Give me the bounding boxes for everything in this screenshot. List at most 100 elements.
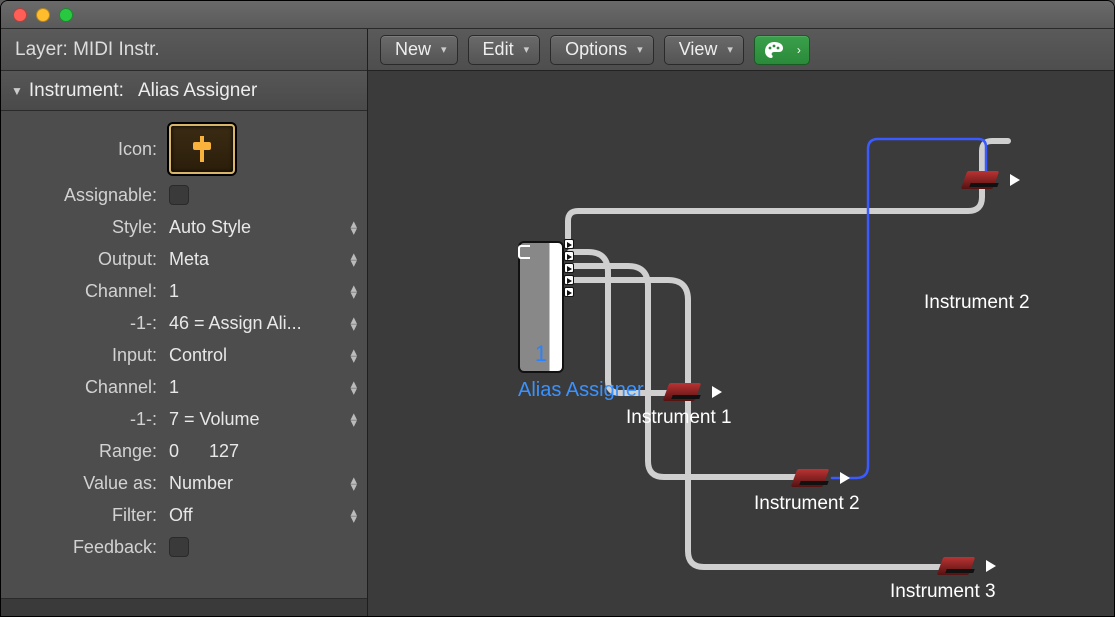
in-neg1-select[interactable]: 7 = Volume ▴▾ [163,403,363,435]
out-neg1-value: 46 = Assign Ali... [169,313,302,334]
out-channel-select[interactable]: 1 ▴▾ [163,275,363,307]
stepper-icon: ▴▾ [350,252,357,266]
options-menu[interactable]: Options ▾ [550,35,654,65]
node-instrument-2-top[interactable]: Instrument 2 [964,171,1020,189]
row-in-channel: Channel: 1 ▴▾ [1,371,363,403]
object-name[interactable]: Alias Assigner [138,80,257,102]
row-input: Input: Control ▴▾ [1,339,363,371]
new-menu[interactable]: New ▾ [380,35,458,65]
toolbar: New ▾ Edit ▾ Options ▾ View ▾ [368,29,1114,71]
node-instrument-1[interactable]: Instrument 1 [666,383,732,429]
layer-value: MIDI Instr. [73,39,160,61]
play-icon [840,472,850,484]
row-range: Range: 0 127 [1,435,363,467]
object-section-header[interactable]: ▼ Instrument: Alias Assigner [1,71,367,111]
inspector-scrollbar[interactable] [1,598,367,616]
disclosure-triangle-icon[interactable]: ▼ [11,84,23,98]
row-in-neg1: -1-: 7 = Volume ▴▾ [1,403,363,435]
content: Layer: MIDI Instr. ▼ Instrument: Alias A… [1,29,1114,616]
value-as-label: Value as: [1,473,163,494]
palette-icon [763,40,785,60]
input-label: Input: [1,345,163,366]
row-value-as: Value as: Number ▴▾ [1,467,363,499]
input-value: Control [169,345,227,366]
edit-label: Edit [483,39,514,60]
instrument-icon [794,469,826,487]
in-channel-label: Channel: [1,377,163,398]
stepper-icon: ▴▾ [350,508,357,522]
output-label: Output: [1,249,163,270]
inspector-panel: Layer: MIDI Instr. ▼ Instrument: Alias A… [1,29,368,616]
assigner-body[interactable]: 1 [518,241,564,373]
environment-window: Layer: MIDI Instr. ▼ Instrument: Alias A… [0,0,1115,617]
out-port-1[interactable] [564,239,574,249]
object-type-label: Instrument: [29,80,124,102]
stepper-icon: ▴▾ [350,348,357,362]
row-style: Style: Auto Style ▴▾ [1,211,363,243]
view-menu[interactable]: View ▾ [664,35,744,65]
cables [368,71,1114,616]
in-neg1-value: 7 = Volume [169,409,260,430]
environment-canvas[interactable]: 1 Alias Assigner Instrument 2 [368,71,1114,616]
range-lo[interactable]: 0 [169,441,179,462]
instrument-2-top-label: Instrument 2 [924,292,1030,314]
instrument-3-label: Instrument 3 [890,581,996,603]
filter-label: Filter: [1,505,163,526]
in-port-icon[interactable] [518,245,530,259]
stepper-icon: ▴▾ [350,380,357,394]
node-instrument-2-mid[interactable]: Instrument 2 [794,469,860,515]
output-select[interactable]: Meta ▴▾ [163,243,363,275]
close-button[interactable] [13,8,27,22]
titlebar[interactable] [1,1,1114,29]
out-port-4[interactable] [564,275,574,285]
feedback-label: Feedback: [1,537,163,558]
in-neg1-label: -1-: [1,409,163,430]
filter-select[interactable]: Off ▴▾ [163,499,363,531]
edit-menu[interactable]: Edit ▾ [468,35,541,65]
icon-picker[interactable] [169,124,235,174]
color-palette-button[interactable]: › [754,35,810,65]
row-output: Output: Meta ▴▾ [1,243,363,275]
in-channel-value: 1 [169,377,179,398]
value-as-select[interactable]: Number ▴▾ [163,467,363,499]
input-select[interactable]: Control ▴▾ [163,339,363,371]
row-filter: Filter: Off ▴▾ [1,499,363,531]
layer-selector[interactable]: Layer: MIDI Instr. [1,29,367,71]
inspector-rows: Icon: Assignable: S [1,111,367,571]
zoom-button[interactable] [59,8,73,22]
stepper-icon: ▴▾ [350,284,357,298]
style-value: Auto Style [169,217,251,238]
play-icon [1010,174,1020,186]
node-instrument-3[interactable]: Instrument 3 [940,557,996,603]
row-icon: Icon: [1,119,363,179]
range-hi[interactable]: 127 [209,441,239,462]
assignable-label: Assignable: [1,185,163,206]
feedback-checkbox[interactable] [169,537,189,557]
assignable-checkbox[interactable] [169,185,189,205]
chevron-down-icon: ▾ [637,43,643,56]
instrument-1-label: Instrument 1 [626,407,732,429]
new-label: New [395,39,431,60]
fader-icon [187,134,217,164]
layer-label: Layer: [15,39,68,61]
instrument-2-mid-label: Instrument 2 [754,493,860,515]
style-label: Style: [1,217,163,238]
out-port-5[interactable] [564,287,574,297]
node-alias-assigner[interactable]: 1 Alias Assigner [518,241,644,402]
style-select[interactable]: Auto Style ▴▾ [163,211,363,243]
icon-label: Icon: [1,139,163,160]
out-port-2[interactable] [564,251,574,261]
out-neg1-select[interactable]: 46 = Assign Ali... ▴▾ [163,307,363,339]
stepper-icon: ▴▾ [350,412,357,426]
options-label: Options [565,39,627,60]
value-as-value: Number [169,473,233,494]
filter-value: Off [169,505,193,526]
play-icon [712,386,722,398]
instrument-icon [940,557,972,575]
in-channel-select[interactable]: 1 ▴▾ [163,371,363,403]
minimize-button[interactable] [36,8,50,22]
stepper-icon: ▴▾ [350,316,357,330]
out-port-3[interactable] [564,263,574,273]
stepper-icon: ▴▾ [350,476,357,490]
row-assignable: Assignable: [1,179,363,211]
